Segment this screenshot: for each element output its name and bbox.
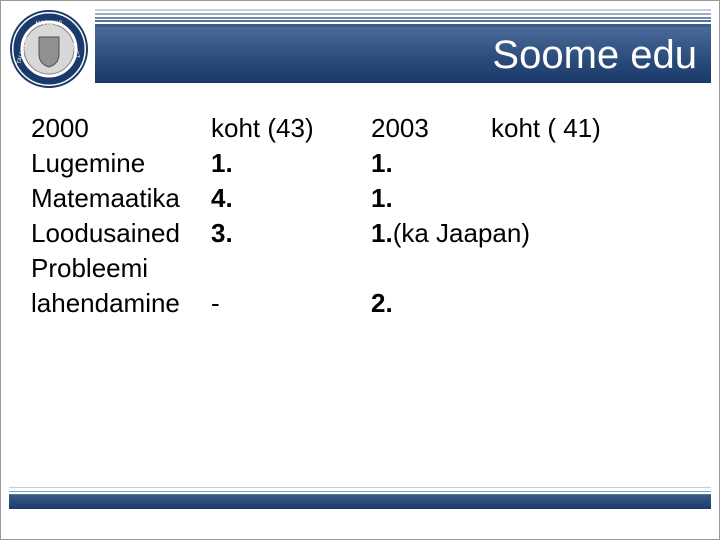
footer-solid: [9, 495, 711, 509]
data-row: lahendamine -: [31, 286, 371, 321]
column-left: 2000 koht (43) Lugemine 1. Matemaatika 4…: [31, 111, 371, 322]
title-bar: Soome edu: [95, 27, 711, 83]
left-header-row: 2000 koht (43): [31, 111, 371, 146]
row-value: 4.: [211, 181, 233, 216]
header-stripes: [95, 9, 711, 27]
data-row: Loodusained 3.: [31, 216, 371, 251]
data-row: 2.: [371, 286, 699, 321]
content-area: 2000 koht (43) Lugemine 1. Matemaatika 4…: [31, 111, 699, 322]
row-label-line2: lahendamine: [31, 286, 211, 321]
column-right: 2003 koht ( 41) 1. 1. 1. (ka Jaapan) 2.: [371, 111, 699, 322]
data-row: Lugemine 1.: [31, 146, 371, 181]
row-value: 1.: [371, 146, 393, 181]
row-suffix: (ka Jaapan): [393, 216, 530, 251]
data-row: 1. (ka Jaapan): [371, 216, 699, 251]
row-label: Matemaatika: [31, 181, 211, 216]
data-row: 1.: [371, 146, 699, 181]
row-value: -: [211, 286, 220, 321]
footer-bar: [9, 487, 711, 509]
row-label: Lugemine: [31, 146, 211, 181]
row-label-line1: Probleemi: [31, 251, 211, 286]
year-2000-label: 2000: [31, 111, 211, 146]
right-header-row: 2003 koht ( 41): [371, 111, 699, 146]
slide-title: Soome edu: [492, 33, 697, 78]
footer-stripes: [9, 487, 711, 495]
row-value: 1.: [371, 181, 393, 216]
row-value: 1.: [371, 216, 393, 251]
year-2003-label: 2003: [371, 111, 491, 146]
row-value: 1.: [211, 146, 233, 181]
data-row: 1.: [371, 181, 699, 216]
svg-text:HARIDUS: HARIDUS: [35, 21, 62, 27]
row-label: Loodusained: [31, 216, 211, 251]
row-value: 3.: [211, 216, 233, 251]
tallinn-haridusamet-logo: HARIDUS TALLINNA AMET: [9, 9, 89, 89]
data-row: Probleemi: [31, 251, 371, 286]
data-row: Matemaatika 4.: [31, 181, 371, 216]
koht-41-label: koht ( 41): [491, 111, 601, 146]
row-value: 2.: [371, 286, 393, 321]
slide: HARIDUS TALLINNA AMET Soome edu 2000 koh…: [0, 0, 720, 540]
data-row-spacer: [371, 251, 699, 286]
header-area: HARIDUS TALLINNA AMET Soome edu: [9, 9, 711, 91]
koht-43-label: koht (43): [211, 111, 314, 146]
